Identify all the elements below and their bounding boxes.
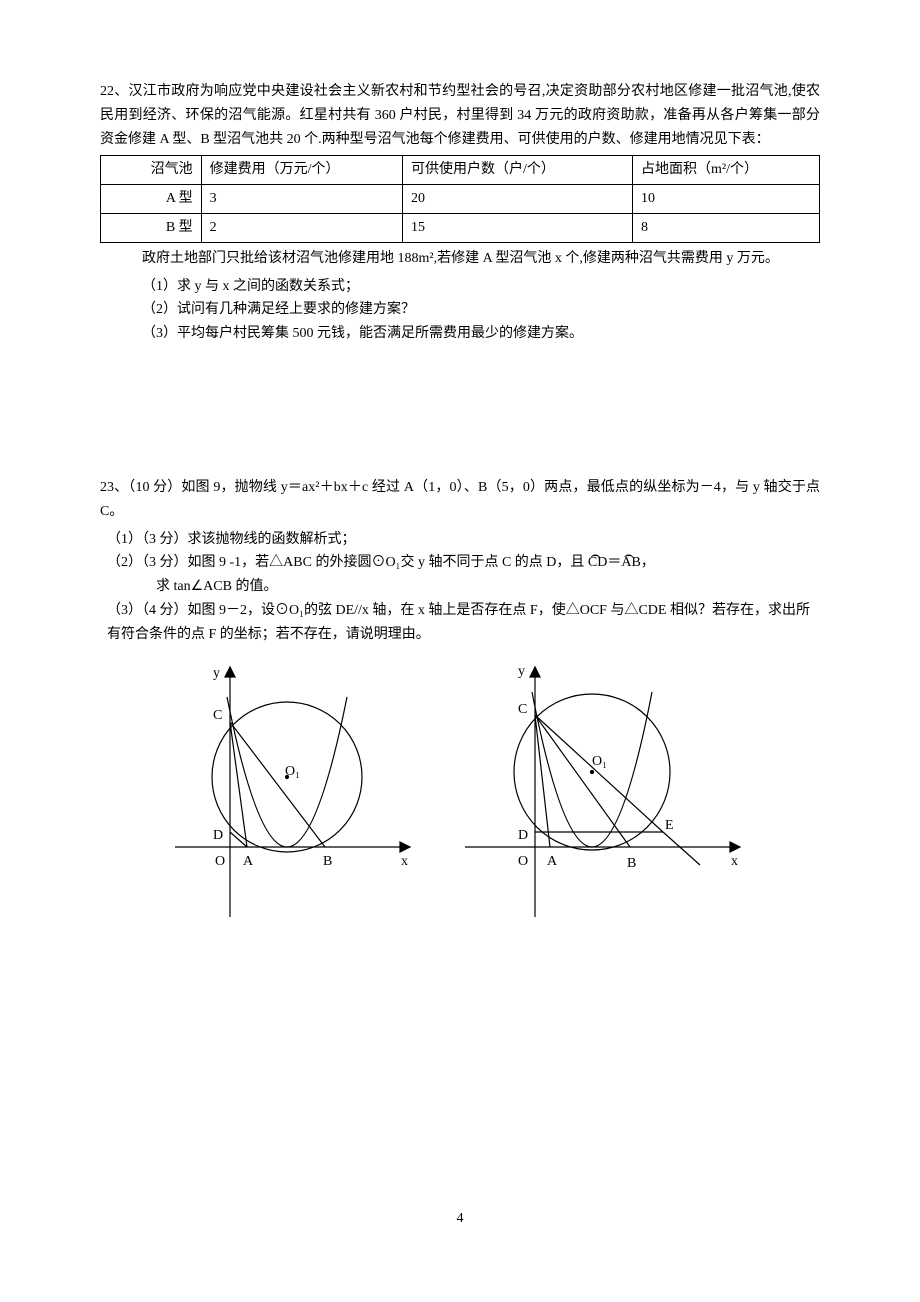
figure-9-1: y x O A B C D O₁ [165,657,425,927]
table-cell: 8 [633,213,820,242]
table-row: 沼气池 修建费用（万元/个） 可供使用户数（户/个） 占地面积（m²/个） [101,156,820,185]
arc-cd: CD [588,551,607,575]
figures-row: y x O A B C D O₁ [100,657,820,927]
label-A: A [243,854,254,869]
table-cell: 3 [201,185,402,214]
label-y: y [518,664,525,679]
label-x: x [731,854,738,869]
page-number: 4 [100,1207,820,1231]
table-header: 沼气池 [101,156,202,185]
table-cell: 20 [402,185,632,214]
comma: ， [641,555,655,570]
equals: ＝ [607,555,621,570]
label-D: D [213,828,223,843]
q22-intro: 22、汉江市政府为响应党中央建设社会主义新农村和节约型社会的号召,决定资助部分农… [100,80,820,151]
label-O: O [215,854,225,869]
q22-table: 沼气池 修建费用（万元/个） 可供使用户数（户/个） 占地面积（m²/个） A … [100,155,820,242]
table-row: A 型 3 20 10 [101,185,820,214]
q22-sub3: （3）平均每户村民筹集 500 元钱，能否满足所需费用最少的修建方案。 [100,322,820,346]
label-x: x [401,854,408,869]
table-cell: 10 [633,185,820,214]
table-cell: A 型 [101,185,202,214]
table-header: 占地面积（m²/个） [633,156,820,185]
q23-sub2-b: 求 tan∠ACB 的值。 [100,575,820,599]
q23-intro: 23、（10 分）如图 9，抛物线 y＝ax²＋bx＋c 经过 A（1，0）、B… [100,480,820,519]
arc-ab: AB [621,551,640,575]
label-A: A [547,854,558,869]
q23-sub2: （2）（3 分）如图 9 -1，若△ABC 的外接圆⊙O₁交 y 轴不同于点 C… [100,551,820,575]
label-y: y [213,666,220,681]
label-B: B [627,856,636,871]
q22-sub1: （1）求 y 与 x 之间的函数关系式； [100,275,820,299]
table-header: 可供使用户数（户/个） [402,156,632,185]
label-C: C [213,708,222,723]
table-cell: B 型 [101,213,202,242]
label-O1: O₁ [285,764,300,779]
q23-sub2-text-a: （2）（3 分）如图 9 -1，若△ABC 的外接圆⊙O₁交 y 轴不同于点 C… [107,555,588,570]
label-D: D [518,828,528,843]
q23-sub3: （3）（4 分）如图 9－2，设⊙O₁的弦 DE//x 轴，在 x 轴上是否存在… [100,599,820,647]
label-O1: O₁ [592,754,607,769]
table-header: 修建费用（万元/个） [201,156,402,185]
q23-sub1: （1）（3 分）求该抛物线的函数解析式； [100,528,820,552]
q22-after-table: 政府土地部门只批给该材沼气池修建用地 188m²,若修建 A 型沼气池 x 个,… [100,247,820,271]
table-row: B 型 2 15 8 [101,213,820,242]
table-cell: 15 [402,213,632,242]
figure-9-2: y x O A B C D E O₁ [455,657,755,927]
label-C: C [518,702,527,717]
label-B: B [323,854,332,869]
label-E: E [665,818,674,833]
table-cell: 2 [201,213,402,242]
q22-sub2: （2）试问有几种满足经上要求的修建方案？ [100,298,820,322]
label-O: O [518,854,528,869]
